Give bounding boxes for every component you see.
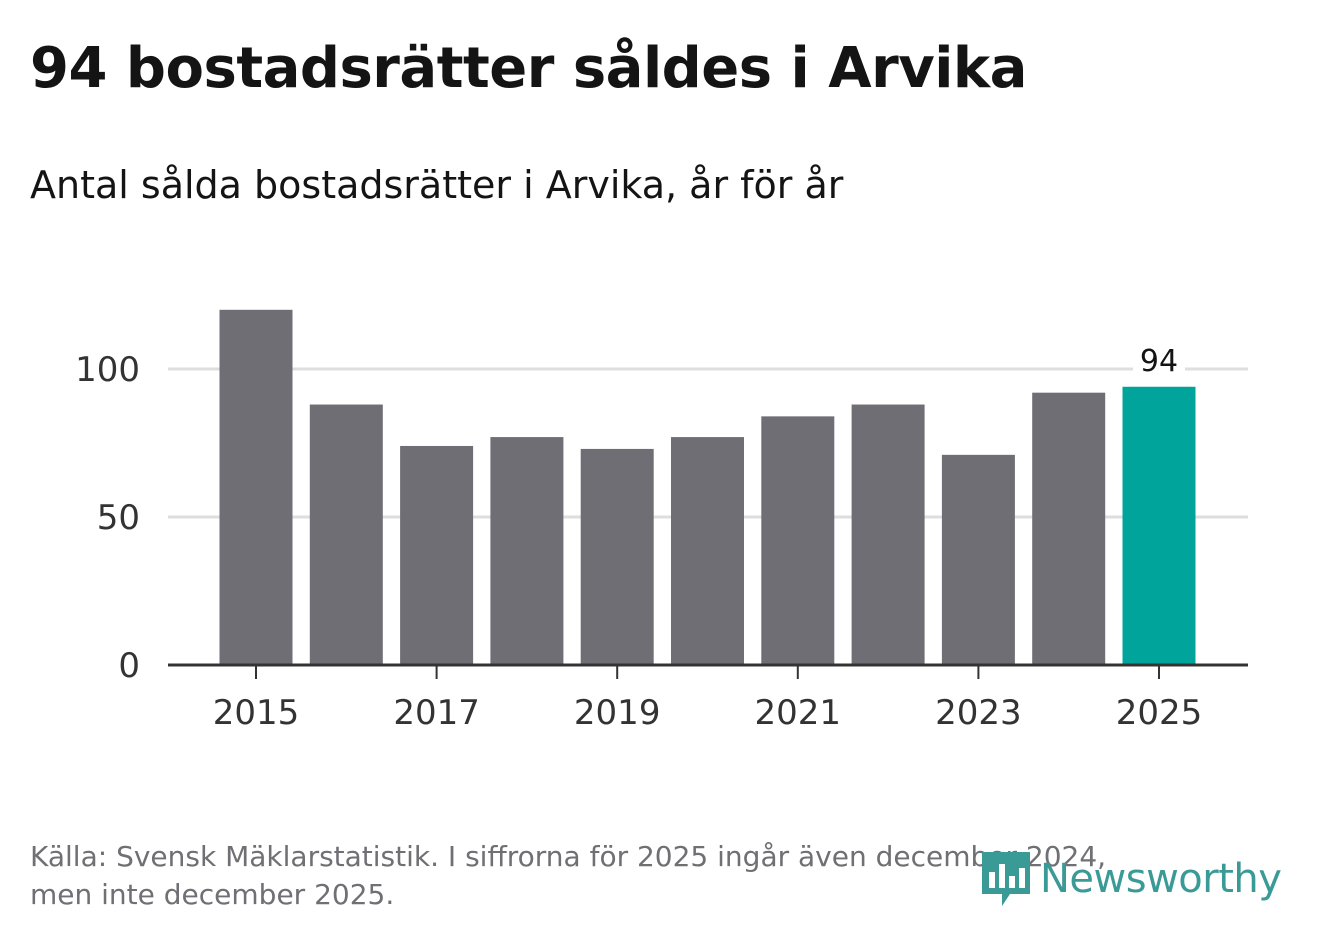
bar-2016 bbox=[309, 404, 383, 665]
bar-2025 bbox=[1122, 386, 1196, 665]
bar-2024 bbox=[1032, 392, 1106, 665]
bar-2015 bbox=[219, 309, 293, 665]
bar-2023 bbox=[941, 454, 1015, 665]
bar-2022 bbox=[851, 404, 925, 665]
y-tick-label-100: 100 bbox=[75, 350, 140, 390]
y-tick-label-50: 50 bbox=[97, 498, 140, 538]
chart-subtitle: Antal sålda bostadsrätter i Arvika, år f… bbox=[30, 163, 844, 207]
y-tick-label-0: 0 bbox=[118, 646, 140, 686]
x-tick-label-2017: 2017 bbox=[393, 693, 480, 733]
bar-2017 bbox=[400, 445, 474, 665]
bar-2020 bbox=[671, 437, 744, 665]
x-tick-label-2021: 2021 bbox=[755, 693, 842, 733]
newsworthy-logo-icon bbox=[982, 852, 1030, 906]
x-tick-label-2019: 2019 bbox=[574, 693, 661, 733]
x-tick-label-2015: 2015 bbox=[213, 693, 300, 733]
bar-2019 bbox=[580, 448, 654, 665]
data-label-2025: 94 bbox=[1140, 344, 1178, 379]
source-note: Källa: Svensk Mäklarstatistik. I siffror… bbox=[30, 838, 1106, 914]
bar-chart: 0 50 100 2015 2017 2019 2021 2023 2025 94 bbox=[75, 309, 1248, 733]
data-label-background bbox=[1133, 340, 1185, 377]
bar-2018 bbox=[490, 437, 564, 665]
brand-name: Newsworthy bbox=[1040, 856, 1282, 902]
x-tick-label-2023: 2023 bbox=[935, 693, 1022, 733]
source-note-line-1: Källa: Svensk Mäklarstatistik. I siffror… bbox=[30, 840, 1107, 873]
bar-2021 bbox=[761, 416, 835, 665]
x-tick-label-2025: 2025 bbox=[1116, 693, 1203, 733]
source-note-line-2: men inte december 2025. bbox=[30, 878, 395, 911]
chart-title: 94 bostadsrätter såldes i Arvika bbox=[30, 36, 1027, 101]
brand-logo: Newsworthy bbox=[980, 849, 1282, 909]
